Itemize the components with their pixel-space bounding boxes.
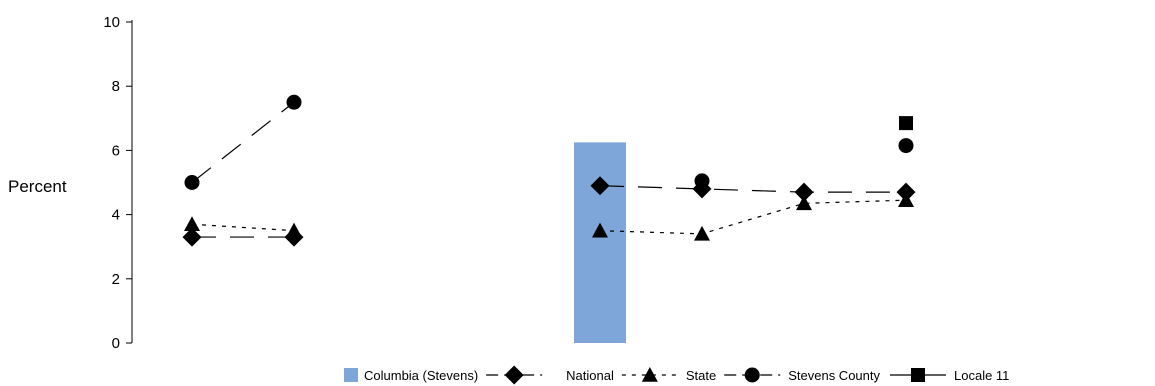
y-tick-label-4: 4 bbox=[112, 207, 120, 224]
legend-label-columbia-stevens: Columbia (Stevens) bbox=[364, 368, 478, 383]
line-series bbox=[191, 101, 907, 238]
legend-swatch-columbia-stevens bbox=[344, 368, 358, 382]
legend-marker-national bbox=[504, 365, 524, 385]
point-state-1-2 bbox=[796, 195, 812, 211]
point-stevens-county-1-0 bbox=[694, 173, 710, 189]
legend: Columbia (Stevens) National State Stevens C… bbox=[344, 365, 1009, 385]
point-national-1-0 bbox=[590, 176, 610, 196]
point-state-0-1 bbox=[286, 222, 302, 238]
point-state-0-0 bbox=[184, 216, 200, 232]
y-tick-label-2: 2 bbox=[112, 271, 120, 288]
line-stevens-county-0 bbox=[191, 101, 295, 183]
legend-label-national: National bbox=[566, 368, 614, 383]
legend-marker-state bbox=[641, 367, 658, 382]
point-stevens-county-0-1 bbox=[286, 94, 302, 110]
legend-label-state: State bbox=[686, 368, 716, 383]
point-state-1-3 bbox=[898, 192, 914, 207]
point-stevens-county-2-0 bbox=[898, 138, 914, 154]
legend-label-stevens-county: Stevens County bbox=[788, 368, 880, 383]
point-stevens-county-0-0 bbox=[184, 175, 200, 190]
line-state-1 bbox=[599, 199, 907, 235]
point-state-1-1 bbox=[694, 225, 710, 241]
y-tick-label-0: 0 bbox=[112, 335, 120, 352]
point-national-1-2 bbox=[794, 182, 814, 202]
series-markers bbox=[182, 94, 916, 247]
point-state-1-0 bbox=[592, 222, 608, 238]
legend-marker-locale-11 bbox=[911, 368, 925, 382]
y-tick-label-8: 8 bbox=[112, 78, 120, 95]
y-tick-label-10: 10 bbox=[103, 14, 120, 31]
bar-columbia-stevens-0 bbox=[574, 142, 626, 343]
y-tick-label-6: 6 bbox=[112, 142, 120, 159]
y-axis-label: Percent bbox=[8, 177, 67, 196]
bar-series bbox=[574, 142, 626, 343]
line-state-0 bbox=[191, 223, 295, 232]
line-national-1 bbox=[599, 185, 906, 193]
legend-marker-stevens-county bbox=[744, 367, 760, 383]
legend-label-locale-11: Locale 11 bbox=[954, 368, 1009, 383]
point-national-0-0 bbox=[182, 227, 202, 247]
point-locale-11-0-0 bbox=[899, 116, 913, 131]
y-axis: 0 2 4 6 8 10 bbox=[103, 14, 133, 352]
point-national-1-3 bbox=[896, 182, 916, 202]
